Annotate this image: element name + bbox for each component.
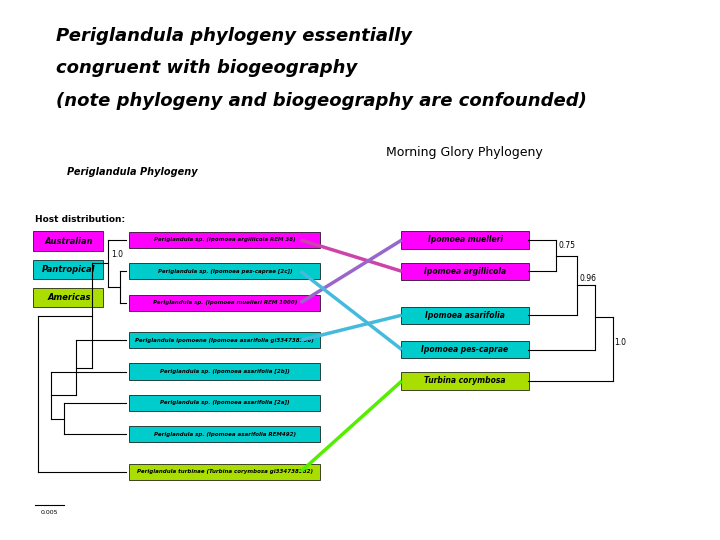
Text: congruent with biogeography: congruent with biogeography <box>56 59 357 77</box>
Text: 0.96: 0.96 <box>580 274 597 283</box>
FancyBboxPatch shape <box>130 464 320 480</box>
Text: Periglandula sp. (Ipomoea argillicola REM 38): Periglandula sp. (Ipomoea argillicola RE… <box>154 238 296 242</box>
FancyBboxPatch shape <box>130 232 320 248</box>
Text: Periglandula ipomoene (Ipomoea asarifolia gi334738386): Periglandula ipomoene (Ipomoea asarifoli… <box>135 338 314 343</box>
Text: Americas: Americas <box>47 293 91 302</box>
FancyBboxPatch shape <box>130 426 320 442</box>
Text: Periglandula sp. (Ipomoea muelleri REM 1000): Periglandula sp. (Ipomoea muelleri REM 1… <box>153 300 297 305</box>
Text: Periglandula sp. (Ipomoea pes-caprae [2c]): Periglandula sp. (Ipomoea pes-caprae [2c… <box>158 269 292 274</box>
Text: 1.0: 1.0 <box>615 338 626 347</box>
FancyBboxPatch shape <box>401 341 529 358</box>
FancyBboxPatch shape <box>33 231 102 251</box>
FancyBboxPatch shape <box>401 262 529 280</box>
Text: Periglandula turbinae (Turbina corymbosa gi334738382): Periglandula turbinae (Turbina corymbosa… <box>137 469 312 474</box>
Text: Periglandula Phylogeny: Periglandula Phylogeny <box>67 167 197 177</box>
FancyBboxPatch shape <box>401 231 529 248</box>
Text: Periglandula phylogeny essentially: Periglandula phylogeny essentially <box>56 27 412 45</box>
Text: Pantropical: Pantropical <box>42 265 96 274</box>
FancyBboxPatch shape <box>401 307 529 324</box>
Text: Ipomoea pes-caprae: Ipomoea pes-caprae <box>421 345 508 354</box>
Text: Morning Glory Phylogeny: Morning Glory Phylogeny <box>387 146 543 159</box>
FancyBboxPatch shape <box>130 294 320 310</box>
Text: (note phylogeny and biogeography are confounded): (note phylogeny and biogeography are con… <box>56 92 587 110</box>
FancyBboxPatch shape <box>130 395 320 411</box>
FancyBboxPatch shape <box>401 372 529 389</box>
Text: 1.0: 1.0 <box>112 250 123 259</box>
FancyBboxPatch shape <box>33 288 102 307</box>
Text: Ipomoea muelleri: Ipomoea muelleri <box>428 235 503 245</box>
Text: Periglandula sp. (Ipomoea asarifolia REM492): Periglandula sp. (Ipomoea asarifolia REM… <box>154 431 296 437</box>
FancyBboxPatch shape <box>130 263 320 279</box>
Text: 0.75: 0.75 <box>559 241 575 250</box>
FancyBboxPatch shape <box>130 363 320 380</box>
Text: Ipomoea asarifolia: Ipomoea asarifolia <box>425 310 505 320</box>
Text: Ipomoea argillicola: Ipomoea argillicola <box>424 267 506 276</box>
Text: Periglandula sp. (Ipomoea asarifolia [2b]): Periglandula sp. (Ipomoea asarifolia [2b… <box>160 369 289 374</box>
Text: Turbina corymbosa: Turbina corymbosa <box>424 376 505 386</box>
FancyBboxPatch shape <box>33 260 102 279</box>
Text: Host distribution:: Host distribution: <box>35 215 125 224</box>
Text: Periglandula sp. (Ipomoea asarifolia [2a]): Periglandula sp. (Ipomoea asarifolia [2a… <box>160 400 289 406</box>
FancyBboxPatch shape <box>130 332 320 348</box>
Text: 0.005: 0.005 <box>40 510 58 515</box>
Text: Australian: Australian <box>45 237 93 246</box>
